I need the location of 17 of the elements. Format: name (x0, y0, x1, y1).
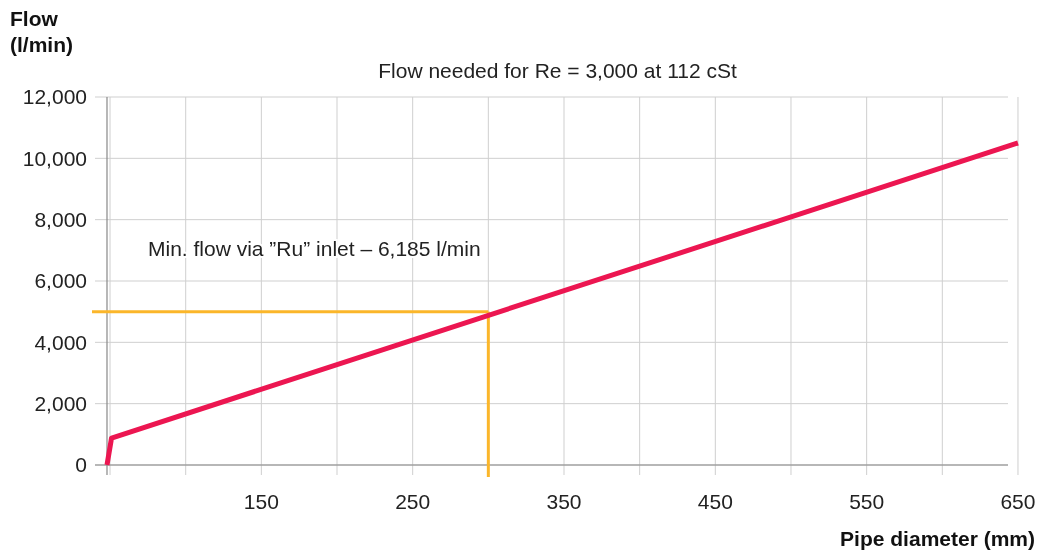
x-tick-label: 150 (243, 490, 279, 513)
y-tick-label: 0 (75, 453, 87, 477)
chart-title: Flow needed for Re = 3,000 at 112 cSt (378, 59, 737, 82)
y-axis-title: Flow (l/min) (10, 7, 73, 56)
y-tick-label: 6,000 (34, 269, 87, 293)
x-tick-label: 650 (1000, 490, 1036, 513)
x-tick-label: 250 (395, 490, 431, 513)
x-tick-label: 350 (546, 490, 582, 513)
x-tick-label: 450 (697, 490, 733, 513)
x-tick-label: 550 (849, 490, 885, 513)
annotation: Min. flow via ”Ru” inlet – 6,185 l/min (148, 237, 481, 260)
y-tick-label: 2,000 (34, 392, 87, 416)
y-tick-label: 12,000 (22, 85, 87, 109)
y-tick-label: 8,000 (34, 208, 87, 232)
x-axis-title: Pipe diameter (mm) (840, 527, 1035, 550)
y-tick-label: 4,000 (34, 330, 87, 354)
y-tick-label: 10,000 (22, 146, 87, 170)
